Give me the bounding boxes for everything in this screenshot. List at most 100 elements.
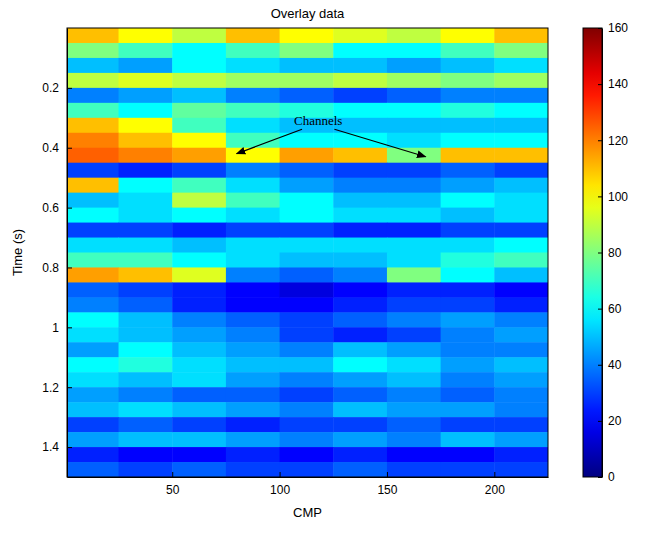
cell [494, 148, 548, 163]
tick: 100 [598, 190, 628, 204]
cell [441, 357, 495, 372]
cell [67, 357, 119, 372]
cell [172, 342, 226, 357]
cell [172, 432, 226, 447]
tick: 100 [270, 472, 290, 497]
cell [387, 253, 441, 268]
cell [172, 58, 226, 73]
cell [67, 223, 119, 238]
cell [333, 208, 387, 223]
cell [67, 178, 119, 193]
tick-mark [598, 477, 602, 478]
cell [280, 447, 334, 462]
cell [387, 357, 441, 372]
colorbar-bar [583, 28, 602, 477]
cell [494, 462, 548, 477]
cell [67, 73, 119, 88]
cell [119, 447, 173, 462]
cell [67, 58, 119, 73]
colorbar-axis: 020406080100120140160 [598, 21, 628, 484]
x-axis-title: CMP [293, 505, 322, 520]
tick-mark [598, 28, 602, 29]
tick-mark [172, 472, 173, 477]
cell [333, 73, 387, 88]
tick-label: 20 [608, 414, 622, 428]
cell [119, 267, 173, 282]
cell [172, 447, 226, 462]
cell [67, 148, 119, 163]
cell [494, 133, 548, 148]
cell [280, 58, 334, 73]
cell [441, 297, 495, 312]
chart: 501001502000.20.40.60.811.21.4ChannelsOv… [0, 0, 645, 538]
tick-label: 160 [608, 21, 628, 35]
cell [387, 402, 441, 417]
cell [280, 342, 334, 357]
cell [119, 28, 173, 43]
cell [226, 28, 280, 43]
cell [333, 327, 387, 342]
cell [67, 238, 119, 253]
tick: 0 [598, 470, 615, 484]
cell [172, 103, 226, 118]
cell [494, 193, 548, 208]
cell [280, 178, 334, 193]
cell [67, 193, 119, 208]
cell [226, 238, 280, 253]
cell [333, 43, 387, 58]
tick: 0.4 [42, 141, 72, 155]
cell [280, 163, 334, 178]
tick-mark [67, 387, 72, 388]
tick-label: 40 [608, 358, 622, 372]
annotation-arrow [237, 129, 302, 153]
cell [280, 312, 334, 327]
cell [387, 88, 441, 103]
cell [119, 208, 173, 223]
cell [387, 28, 441, 43]
cell [226, 208, 280, 223]
cell [172, 267, 226, 282]
tick-mark [67, 447, 72, 448]
cell [226, 43, 280, 58]
cell [172, 208, 226, 223]
cell [333, 402, 387, 417]
colorbar: 020406080100120140160 [583, 21, 628, 484]
cell [280, 372, 334, 387]
cell [226, 372, 280, 387]
cell [333, 417, 387, 432]
cell [226, 342, 280, 357]
cell [441, 387, 495, 402]
cell [119, 357, 173, 372]
cell [333, 387, 387, 402]
cell [333, 357, 387, 372]
cell [172, 327, 226, 342]
cell [119, 58, 173, 73]
cell [119, 178, 173, 193]
cell [172, 133, 226, 148]
axis-line [68, 477, 549, 478]
cell [387, 387, 441, 402]
tick-mark [67, 88, 72, 89]
cell [119, 193, 173, 208]
tick-mark [67, 208, 72, 209]
cell [387, 163, 441, 178]
tick: 150 [377, 472, 397, 497]
tick-label: 60 [608, 302, 622, 316]
cell [172, 43, 226, 58]
x-axis: 50100150200 [68, 472, 549, 497]
cell [119, 432, 173, 447]
tick-label: 120 [608, 134, 628, 148]
tick-mark [598, 140, 602, 141]
cell [494, 103, 548, 118]
cell [333, 148, 387, 163]
cell [172, 253, 226, 268]
y-axis: 0.20.40.60.811.21.4 [42, 29, 72, 478]
cell [226, 327, 280, 342]
cell [67, 208, 119, 223]
cell [387, 342, 441, 357]
cell [333, 58, 387, 73]
cell [280, 387, 334, 402]
cell [226, 297, 280, 312]
cell [280, 402, 334, 417]
cell [441, 178, 495, 193]
